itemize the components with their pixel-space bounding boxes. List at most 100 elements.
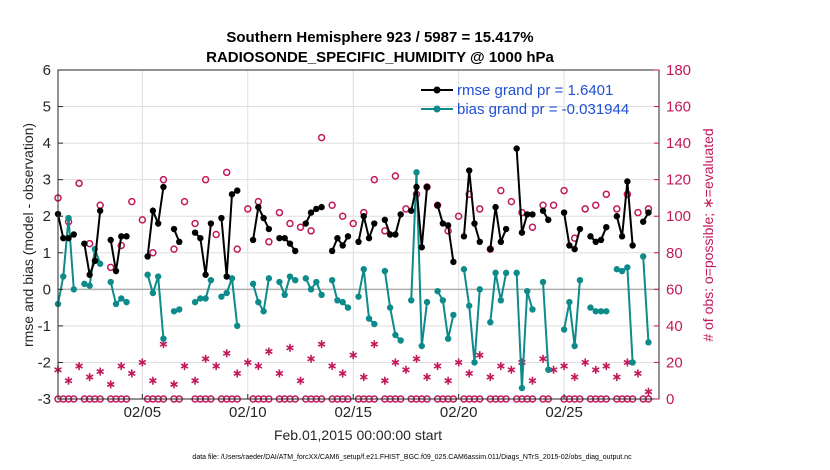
obs-evaluated-point	[286, 343, 294, 352]
rmse-point	[118, 233, 125, 240]
rmse-point	[334, 234, 341, 242]
rmse-point	[107, 236, 114, 244]
bias-line-segment	[410, 172, 429, 347]
rmse-point	[597, 236, 605, 244]
rmse-point	[386, 231, 394, 238]
rmse-point	[502, 225, 510, 233]
rmse-point	[170, 225, 178, 233]
bias-point	[228, 275, 236, 282]
y-right-tick-label: 20	[666, 354, 683, 371]
bias-point	[223, 289, 230, 297]
obs-evaluated-point	[75, 362, 83, 371]
bias-point	[355, 293, 362, 300]
bias-point	[518, 384, 526, 392]
y-tick-label: -2	[38, 354, 51, 371]
obs-possible-point	[244, 205, 252, 213]
bias-point	[154, 273, 162, 280]
bias-point	[334, 297, 341, 304]
bias-point	[418, 342, 425, 350]
rmse-point	[154, 220, 162, 227]
obs-possible-point	[560, 186, 568, 195]
rmse-point	[234, 187, 241, 194]
obs-evaluated-point	[138, 358, 147, 367]
obs-possible-point	[528, 223, 537, 231]
x-tick-label: 02/20	[440, 404, 478, 421]
bias-line-segment	[146, 274, 165, 339]
legend-rmse-marker	[433, 86, 441, 94]
obs-evaluated-point	[528, 376, 537, 385]
bias-line-segment	[278, 274, 296, 298]
obs-possible-point	[591, 201, 600, 210]
bias-point	[513, 269, 520, 277]
rmse-point	[60, 234, 67, 242]
bias-line-segment	[109, 281, 128, 306]
obs-evaluated-point	[465, 369, 474, 378]
bias-line-segment	[252, 278, 270, 315]
bias-line-segment	[462, 269, 481, 363]
obs-possible-point	[138, 216, 147, 224]
obs-evaluated-point	[433, 362, 442, 371]
bias-point	[118, 295, 125, 302]
bias-point	[360, 266, 367, 273]
obs-evaluated-point	[602, 362, 611, 371]
obs-evaluated-point	[380, 376, 389, 385]
rmse-point	[408, 207, 415, 214]
obs-evaluated-point	[149, 376, 157, 385]
y-tick-label: 1	[43, 245, 51, 262]
rmse-point	[344, 233, 352, 240]
rmse-point	[444, 222, 452, 229]
series-layer	[54, 133, 653, 403]
bias-point	[381, 267, 389, 275]
obs-possible-point	[613, 205, 621, 213]
rmse-point	[276, 234, 283, 242]
rmse-point	[487, 245, 494, 253]
y-tick-label: 2	[43, 208, 51, 225]
rmse-point	[112, 267, 120, 275]
obs-possible-point	[265, 238, 273, 246]
obs-evaluated-point	[539, 354, 547, 363]
obs-evaluated-point	[96, 367, 105, 376]
rmse-line-segment	[563, 212, 581, 251]
rmse-point	[392, 231, 399, 238]
bias-point	[276, 278, 283, 286]
rmse-point	[70, 231, 78, 238]
bias-point	[191, 298, 199, 306]
obs-possible-point	[549, 201, 558, 210]
rmse-point	[292, 247, 299, 255]
bias-point	[397, 337, 404, 344]
rmse-point	[202, 271, 209, 278]
y-axis-right-label: # of obs: o=possible; ∗=evaluated	[700, 128, 716, 341]
bias-point	[197, 295, 204, 302]
plot-frame	[57, 69, 660, 400]
obs-evaluated-point	[191, 376, 199, 385]
rmse-point	[460, 233, 468, 240]
obs-possible-point	[75, 179, 83, 188]
bias-point	[339, 298, 346, 306]
bias-point	[302, 275, 309, 282]
bias-point	[576, 276, 584, 284]
y-tick-label: 5	[43, 99, 51, 116]
bias-point	[502, 269, 510, 277]
bias-point	[408, 297, 415, 304]
bias-point	[645, 339, 652, 346]
obs-evaluated-point	[222, 349, 231, 358]
bias-point	[96, 260, 104, 267]
rmse-point	[645, 209, 652, 216]
rmse-point	[476, 238, 483, 246]
bias-point	[149, 289, 157, 297]
rmse-point	[286, 240, 294, 247]
obs-evaluated-point	[496, 362, 505, 371]
bias-point	[70, 286, 78, 293]
rmse-point	[497, 238, 505, 246]
rmse-point	[624, 178, 631, 185]
bias-point	[587, 304, 594, 311]
obs-evaluated-point	[454, 358, 463, 367]
rmse-point	[629, 242, 636, 249]
rmse-point	[302, 220, 309, 227]
y-right-tick-label: 60	[666, 281, 683, 298]
rmse-point	[524, 211, 531, 218]
obs-evaluated-point	[328, 362, 337, 371]
obs-evaluated-point	[402, 365, 410, 374]
rmse-point	[265, 225, 273, 233]
obs-possible-point	[349, 219, 357, 228]
